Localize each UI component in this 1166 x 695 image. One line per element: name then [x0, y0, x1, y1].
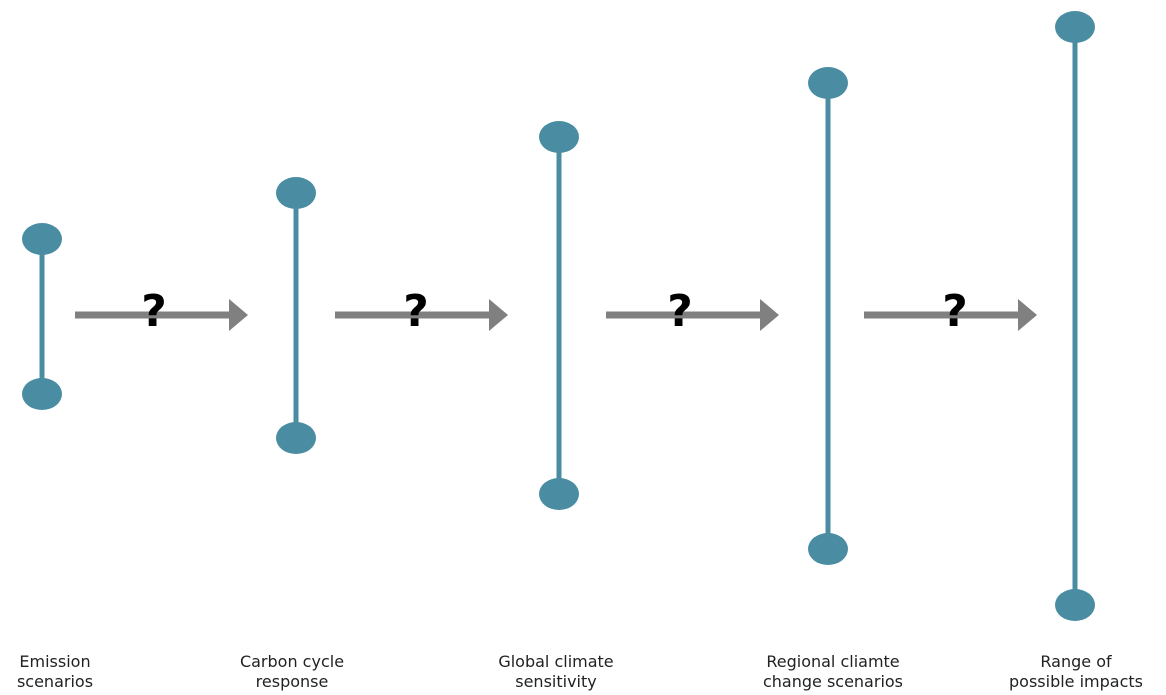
stage-label-line-2: response	[255, 672, 329, 691]
propagation-arrow-4	[864, 299, 1037, 331]
stage-label-carbon-cycle-response: Carbon cycle response	[202, 652, 382, 692]
range-upper-endpoint	[22, 223, 62, 255]
stage-label-line-2: scenarios	[16, 672, 94, 691]
arrow-head	[760, 299, 779, 331]
stage-carbon-cycle-response-bar	[276, 177, 316, 454]
stage-label-line-1: Range of	[1040, 652, 1112, 671]
arrow-head	[229, 299, 248, 331]
range-lower-endpoint	[808, 533, 848, 565]
range-upper-endpoint	[1055, 11, 1095, 43]
stage-label-range-of-impacts: Range of possible impacts	[986, 652, 1166, 692]
range-upper-endpoint	[539, 121, 579, 153]
stage-range-of-impacts-bar	[1055, 11, 1095, 621]
stage-label-line-2: possible impacts	[1009, 672, 1143, 691]
stage-label-line-2: change scenarios	[762, 672, 904, 691]
range-upper-endpoint	[808, 67, 848, 99]
question-mark-4: ?	[942, 286, 968, 337]
range-upper-endpoint	[276, 177, 316, 209]
arrow-head	[489, 299, 508, 331]
propagation-arrow-3	[606, 299, 779, 331]
stage-label-line-1: Global climate	[498, 652, 614, 671]
stage-label-line-2: sensitivity	[515, 672, 597, 691]
stage-emission-scenarios-bar	[22, 223, 62, 410]
propagation-arrow-1	[75, 299, 248, 331]
range-lower-endpoint	[22, 378, 62, 410]
range-lower-endpoint	[1055, 589, 1095, 621]
stage-label-global-climate-sensitivity: Global climate sensitivity	[466, 652, 646, 692]
stage-label-emission-scenarios: Emission scenarios	[0, 652, 145, 692]
stage-global-climate-sensitivity-bar	[539, 121, 579, 510]
question-mark-3: ?	[667, 286, 693, 337]
range-lower-endpoint	[539, 478, 579, 510]
stage-label-line-1: Carbon cycle	[239, 652, 345, 671]
stage-label-line-1: Regional cliamte	[766, 652, 900, 671]
stage-label-regional-climate-change: Regional cliamte change scenarios	[743, 652, 923, 692]
range-lower-endpoint	[276, 422, 316, 454]
arrow-head	[1018, 299, 1037, 331]
stage-regional-climate-change-bar	[808, 67, 848, 565]
propagation-arrow-2	[335, 299, 508, 331]
question-mark-1: ?	[141, 286, 167, 337]
stage-label-line-1: Emission	[19, 652, 91, 671]
question-mark-2: ?	[403, 286, 429, 337]
